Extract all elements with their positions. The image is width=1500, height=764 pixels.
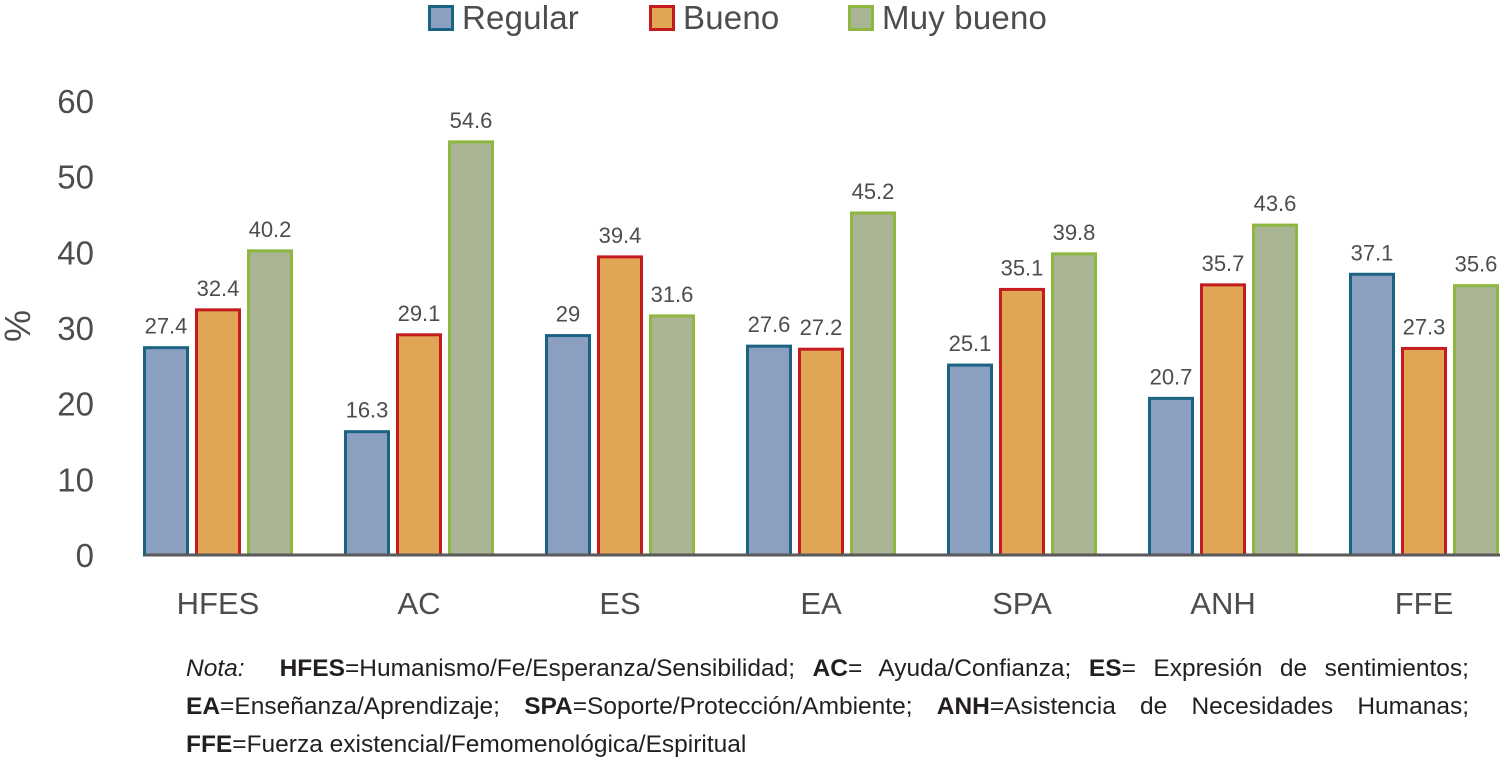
bar-regular-ac (344, 430, 390, 557)
data-label: 29.1 (398, 301, 441, 326)
y-axis-label: % (0, 310, 38, 342)
bar-bueno-ac (396, 333, 442, 557)
note-definition: =Humanismo/Fe/Esperanza/Sensibilidad; (344, 655, 796, 682)
note-entry-ac: AC= Ayuda/Confianza; (813, 655, 1072, 682)
note-entry-anh: ANH=Asistencia de Necesidades Humanas; (937, 693, 1469, 720)
note-entry-es: ES= Expresión de sentimientos; (1089, 655, 1469, 682)
bar-bueno-spa (999, 287, 1045, 557)
data-label: 27.2 (800, 315, 843, 340)
y-tick-label: 50 (57, 159, 94, 196)
note-entries: HFES=Humanismo/Fe/Esperanza/Sensibilidad… (186, 655, 1469, 758)
data-label: 27.3 (1403, 314, 1446, 339)
bar-regular-anh (1148, 396, 1194, 557)
bar-chart: 0 10 20 30 40 50 60% 27.4 32.4 40.2 HFES 16.3 29.1 54… (0, 83, 1500, 621)
bar-bueno-anh (1200, 283, 1246, 557)
note-prefix: Nota: (186, 655, 245, 682)
chart-note: Nota: HFES=Humanismo/Fe/Esperanza/Sensib… (186, 650, 1469, 764)
x-tick-label-spa: SPA (992, 586, 1052, 621)
legend-label-muy-bueno: Muy bueno (882, 0, 1048, 36)
note-abbr: HFES (279, 655, 345, 682)
note-abbr: AC (812, 655, 848, 682)
data-label: 27.4 (145, 314, 188, 339)
legend: Regular Bueno Muy bueno (0, 0, 1500, 40)
bar-bueno-ffe (1401, 346, 1447, 557)
bar-regular-hfes (143, 346, 189, 557)
note-entry-hfes: HFES=Humanismo/Fe/Esperanza/Sensibilidad… (280, 655, 795, 682)
bar-muy-bueno-ffe (1453, 284, 1499, 557)
data-label: 35.7 (1202, 251, 1245, 276)
bar-muy-bueno-ac (448, 140, 494, 557)
y-tick-label: 20 (57, 386, 94, 423)
note-abbr: SPA (524, 693, 573, 720)
data-label: 32.4 (197, 276, 240, 301)
note-entry-ffe: FFE=Fuerza existencial/Femomenológica/Es… (186, 731, 746, 758)
x-tick-label-ac: AC (397, 586, 440, 621)
y-tick-label: 30 (57, 310, 94, 347)
data-label: 54.6 (450, 108, 493, 133)
legend-swatch-regular (428, 5, 454, 31)
note-abbr: ES (1088, 655, 1122, 682)
bar-muy-bueno-spa (1051, 252, 1097, 557)
bar-regular-ffe (1349, 272, 1395, 557)
x-tick-label-ffe: FFE (1395, 586, 1454, 621)
bar-muy-bueno-ea (850, 211, 896, 557)
note-definition: =Asistencia de Necesidades Humanas; (989, 693, 1470, 720)
legend-swatch-bueno (649, 5, 675, 31)
note-definition: =Enseñanza/Aprendizaje; (220, 693, 500, 720)
bar-muy-bueno-anh (1252, 223, 1298, 557)
note-abbr: EA (186, 693, 221, 720)
legend-label-bueno: Bueno (683, 0, 780, 36)
bar-bueno-es (597, 255, 643, 557)
bar-bueno-hfes (195, 308, 241, 557)
bar-regular-ea (746, 344, 792, 557)
note-definition: =Soporte/Protección/Ambiente; (572, 693, 913, 720)
y-tick-label: 10 (57, 461, 94, 498)
data-label: 45.2 (852, 179, 895, 204)
note-definition: =Fuerza existencial/Femomenológica/Espir… (232, 731, 747, 758)
data-label: 31.6 (651, 282, 694, 307)
y-tick-label: 40 (57, 234, 94, 271)
y-tick-label: 0 (76, 537, 94, 574)
bar-bueno-ea (798, 347, 844, 557)
legend-item-bueno: Bueno (649, 0, 779, 36)
note-definition: = Expresión de sentimientos; (1121, 655, 1469, 682)
data-label: 35.1 (1001, 255, 1044, 280)
data-label: 37.1 (1351, 240, 1394, 265)
bar-muy-bueno-es (649, 314, 695, 557)
data-label: 35.6 (1455, 252, 1498, 277)
data-label: 27.6 (748, 312, 791, 337)
data-label: 25.1 (949, 331, 992, 356)
data-label: 39.8 (1053, 220, 1096, 245)
data-label: 29 (556, 302, 580, 327)
note-abbr: ANH (936, 693, 990, 720)
legend-item-regular: Regular (428, 0, 579, 36)
x-tick-label-ea: EA (800, 586, 842, 621)
x-tick-label-es: ES (599, 586, 640, 621)
note-definition: = Ayuda/Confianza; (847, 655, 1072, 682)
x-tick-label-anh: ANH (1190, 586, 1255, 621)
note-entry-ea: EA=Enseñanza/Aprendizaje; (186, 693, 500, 720)
bar-muy-bueno-hfes (247, 249, 293, 557)
data-label: 20.7 (1150, 364, 1193, 389)
note-abbr: FFE (186, 731, 233, 758)
data-label: 40.2 (249, 217, 292, 242)
x-tick-label-hfes: HFES (177, 586, 260, 621)
data-label: 43.6 (1254, 191, 1297, 216)
bar-regular-spa (947, 363, 993, 557)
legend-label-regular: Regular (462, 0, 579, 36)
data-label: 16.3 (346, 398, 389, 423)
note-entry-spa: SPA=Soporte/Protección/Ambiente; (524, 693, 912, 720)
legend-item-muy-bueno: Muy bueno (848, 0, 1047, 36)
legend-swatch-muy-bueno (848, 5, 874, 31)
data-label: 39.4 (599, 223, 642, 248)
bar-regular-es (545, 334, 591, 557)
y-tick-label: 60 (57, 83, 94, 120)
